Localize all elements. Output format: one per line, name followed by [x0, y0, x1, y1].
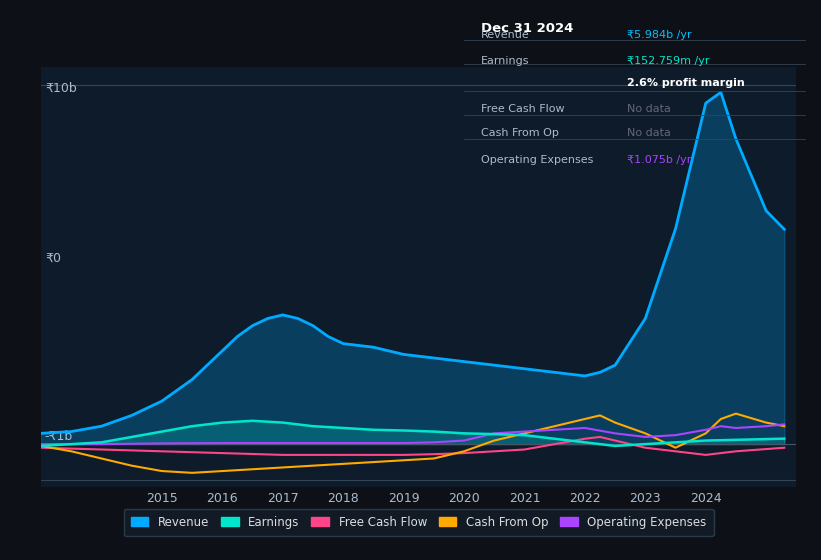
Text: ₹0: ₹0: [45, 252, 61, 265]
Text: -₹1b: -₹1b: [45, 430, 73, 444]
Legend: Revenue, Earnings, Free Cash Flow, Cash From Op, Operating Expenses: Revenue, Earnings, Free Cash Flow, Cash …: [124, 508, 713, 536]
Text: Operating Expenses: Operating Expenses: [481, 155, 594, 165]
Text: No data: No data: [627, 104, 672, 114]
Text: Free Cash Flow: Free Cash Flow: [481, 104, 565, 114]
Text: Earnings: Earnings: [481, 56, 530, 66]
Text: 2.6% profit margin: 2.6% profit margin: [627, 78, 745, 88]
Text: ₹152.759m /yr: ₹152.759m /yr: [627, 56, 710, 66]
Text: ₹5.984b /yr: ₹5.984b /yr: [627, 30, 692, 40]
Text: Cash From Op: Cash From Op: [481, 128, 559, 138]
Text: Revenue: Revenue: [481, 30, 530, 40]
Text: No data: No data: [627, 128, 672, 138]
Text: ₹10b: ₹10b: [45, 82, 76, 95]
Text: ₹1.075b /yr: ₹1.075b /yr: [627, 155, 692, 165]
Text: Dec 31 2024: Dec 31 2024: [481, 22, 573, 35]
